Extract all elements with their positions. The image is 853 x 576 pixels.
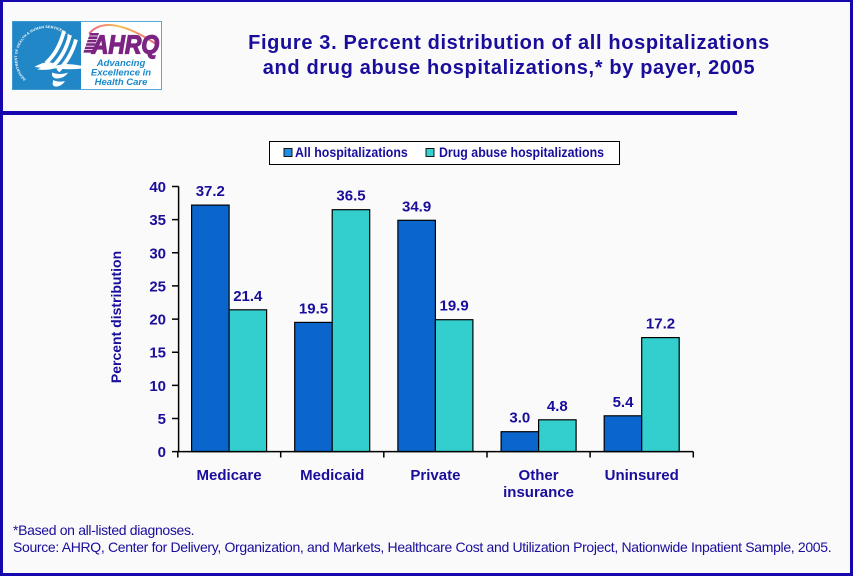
svg-text:34.9: 34.9 xyxy=(402,198,431,215)
svg-text:20: 20 xyxy=(149,312,166,329)
svg-text:Health Care: Health Care xyxy=(95,77,149,88)
svg-text:All hospitalizations: All hospitalizations xyxy=(295,144,408,160)
svg-text:3.0: 3.0 xyxy=(509,410,530,427)
svg-text:19.5: 19.5 xyxy=(299,300,328,317)
svg-text:15: 15 xyxy=(149,345,166,362)
svg-text:0: 0 xyxy=(158,444,166,461)
svg-text:insurance: insurance xyxy=(503,484,574,501)
svg-text:40: 40 xyxy=(149,179,166,196)
svg-text:21.4: 21.4 xyxy=(233,288,263,305)
svg-text:4.8: 4.8 xyxy=(547,398,568,415)
svg-text:36.5: 36.5 xyxy=(336,188,365,205)
svg-text:Uninsured: Uninsured xyxy=(605,467,679,484)
svg-text:19.9: 19.9 xyxy=(439,298,468,315)
svg-text:Excellence in: Excellence in xyxy=(91,68,151,79)
svg-text:37.2: 37.2 xyxy=(196,183,225,200)
svg-text:10: 10 xyxy=(149,378,166,395)
svg-text:5: 5 xyxy=(158,411,166,428)
svg-text:AHRQ: AHRQ xyxy=(91,31,159,60)
svg-text:5.4: 5.4 xyxy=(613,394,635,411)
svg-text:Percent distribution: Percent distribution xyxy=(108,251,124,383)
svg-text:25: 25 xyxy=(149,278,166,295)
svg-text:Advancing: Advancing xyxy=(96,58,146,69)
svg-text:Drug abuse hospitalizations: Drug abuse hospitalizations xyxy=(439,144,604,160)
svg-text:35: 35 xyxy=(149,212,166,229)
svg-text:Medicare: Medicare xyxy=(197,467,262,484)
svg-text:Other: Other xyxy=(519,467,559,484)
svg-text:17.2: 17.2 xyxy=(646,316,675,333)
svg-text:30: 30 xyxy=(149,245,166,262)
svg-text:Medicaid: Medicaid xyxy=(300,467,364,484)
svg-text:Private: Private xyxy=(410,467,460,484)
